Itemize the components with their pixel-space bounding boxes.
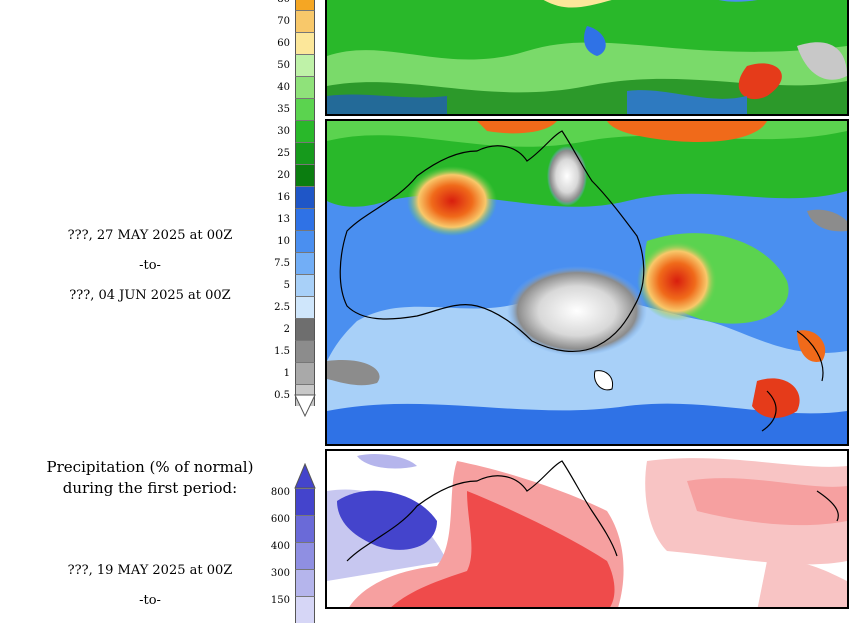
colorbar-segment — [295, 32, 315, 54]
colorbar-tick-label: 16 — [277, 192, 290, 203]
colorbar-min-arrow — [294, 394, 316, 418]
colorbar-segment — [295, 488, 315, 515]
period-start-label: ???, 27 MAY 2025 at 00Z — [67, 228, 233, 243]
colorbar-segment — [295, 274, 315, 296]
colorbar-tick-label: 800 — [270, 487, 290, 498]
period-separator: -to- — [139, 258, 161, 273]
map-panel-precip-amount — [325, 119, 849, 446]
anomaly-heading-line1: Precipitation (% of normal) — [46, 458, 254, 476]
colorbar-segment — [295, 252, 315, 274]
colorbar-tick-label: 20 — [277, 170, 290, 181]
colorbar-tick-label: 300 — [270, 568, 290, 579]
colorbar-tick-label: 40 — [277, 82, 290, 93]
colorbar-segment — [295, 542, 315, 569]
colorbar-segment — [295, 54, 315, 76]
anomaly-period-start: ???, 19 MAY 2025 at 00Z — [67, 563, 233, 578]
colorbar-tick-label: 60 — [277, 38, 290, 49]
colorbar-segment — [295, 186, 315, 208]
colorbar-tick-label: 1 — [283, 368, 290, 379]
colorbar-percent-normal — [295, 488, 315, 623]
colorbar-tick-label: 600 — [270, 514, 290, 525]
colorbar-tick-label: 0.5 — [274, 390, 290, 401]
colorbar-tick-label: 2 — [283, 324, 290, 335]
colorbar-tick-label: 1.5 — [274, 346, 290, 357]
colorbar-segment — [295, 340, 315, 362]
period-end-label: ???, 04 JUN 2025 at 00Z — [69, 288, 231, 303]
colorbar-tick-label: 80 — [250, 0, 290, 5]
map-panel-percent-normal — [325, 449, 849, 609]
colorbar-tick-label: 13 — [277, 214, 290, 225]
colorbar-segment — [295, 10, 315, 32]
colorbar-segment — [295, 142, 315, 164]
colorbar-segment — [295, 164, 315, 186]
colorbar-segment — [295, 76, 315, 98]
colorbar-tick-label: 30 — [277, 126, 290, 137]
colorbar-segment — [295, 0, 315, 10]
colorbar-segment — [295, 230, 315, 252]
colorbar-segment — [295, 569, 315, 596]
colorbar-segment — [295, 98, 315, 120]
colorbar-segment — [295, 208, 315, 230]
colorbar-tick-label: 70 — [277, 16, 290, 27]
colorbar-tick-label: 50 — [277, 60, 290, 71]
colorbar-segment — [295, 318, 315, 340]
colorbar-precip-amount — [295, 0, 315, 406]
colorbar-tick-label: 35 — [277, 104, 290, 115]
colorbar-tick-label: 25 — [277, 148, 290, 159]
colorbar-max-arrow — [294, 463, 316, 489]
colorbar-segment — [295, 120, 315, 142]
colorbar-segment — [295, 296, 315, 318]
colorbar-tick-label: 5 — [283, 280, 290, 291]
colorbar-tick-label: 7.5 — [274, 258, 290, 269]
colorbar-tick-label: 400 — [270, 541, 290, 552]
colorbar-segment — [295, 515, 315, 542]
colorbar-tick-label: 150 — [270, 595, 290, 606]
map-panel-top-partial — [325, 0, 849, 116]
colorbar-tick-label: 2.5 — [274, 302, 290, 313]
colorbar-segment — [295, 596, 315, 623]
colorbar-tick-label: 10 — [277, 236, 290, 247]
anomaly-heading-line2: during the first period: — [62, 479, 238, 497]
colorbar-segment — [295, 362, 315, 384]
